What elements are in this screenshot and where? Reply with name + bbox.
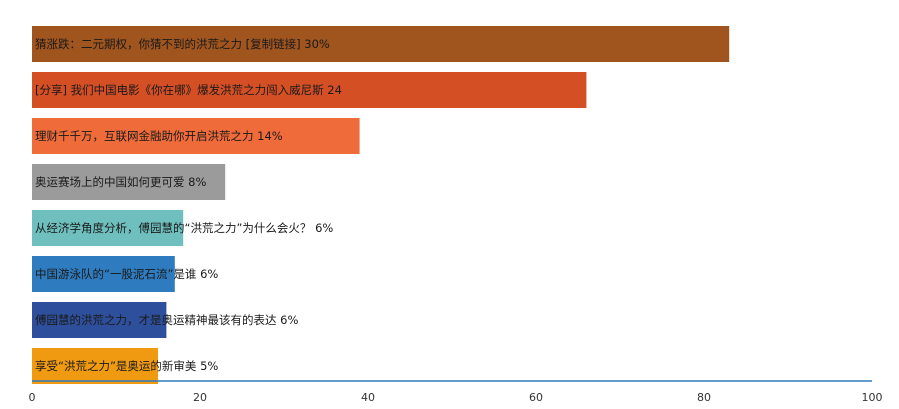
x-tick-label-100: 100 [862,391,883,404]
bar-label-1: 猜涨跌：二元期权，你猜不到的洪荒之力 [复制链接] 30% [35,37,330,51]
x-tick-label-60: 60 [529,391,543,404]
bar-2 [32,72,587,108]
x-tick-label-40: 40 [361,391,375,404]
x-axis-ticks: 0 20 40 60 80 100 [29,391,883,404]
x-tick-label-80: 80 [697,391,711,404]
bar-label-4: 奥运赛场上的中国如何更可爱 8% [35,175,206,189]
bar-label-8: 享受“洪荒之力”是奥运的新审美 5% [35,359,218,373]
bar-4 [32,164,226,200]
bar-6 [32,256,175,292]
x-tick-label-20: 20 [193,391,207,404]
bar-label-5: 从经济学角度分析，傅园慧的“洪荒之力”为什么会火？ 6% [35,221,333,235]
bar-3 [32,118,360,154]
bar-label-2: [分享] 我们中国电影《你在哪》爆发洪荒之力闯入威尼斯 24 [35,83,342,97]
bar-label-3: 理财千千万，互联网金融助你开启洪荒之力 14% [35,129,283,143]
bar-label-7: 傅园慧的洪荒之力，才是奥运精神最该有的表达 6% [35,313,298,327]
bars-layer [32,26,730,384]
bar-5 [32,210,184,246]
bar-1 [32,26,730,62]
bar-8 [32,348,158,384]
bar-label-6: 中国游泳队的“一股泥石流”是谁 6% [35,267,218,281]
bar-7 [32,302,167,338]
x-tick-label-0: 0 [29,391,36,404]
bar-labels-layer: 猜涨跌：二元期权，你猜不到的洪荒之力 [复制链接] 30% [分享] 我们中国电影… [35,37,342,373]
